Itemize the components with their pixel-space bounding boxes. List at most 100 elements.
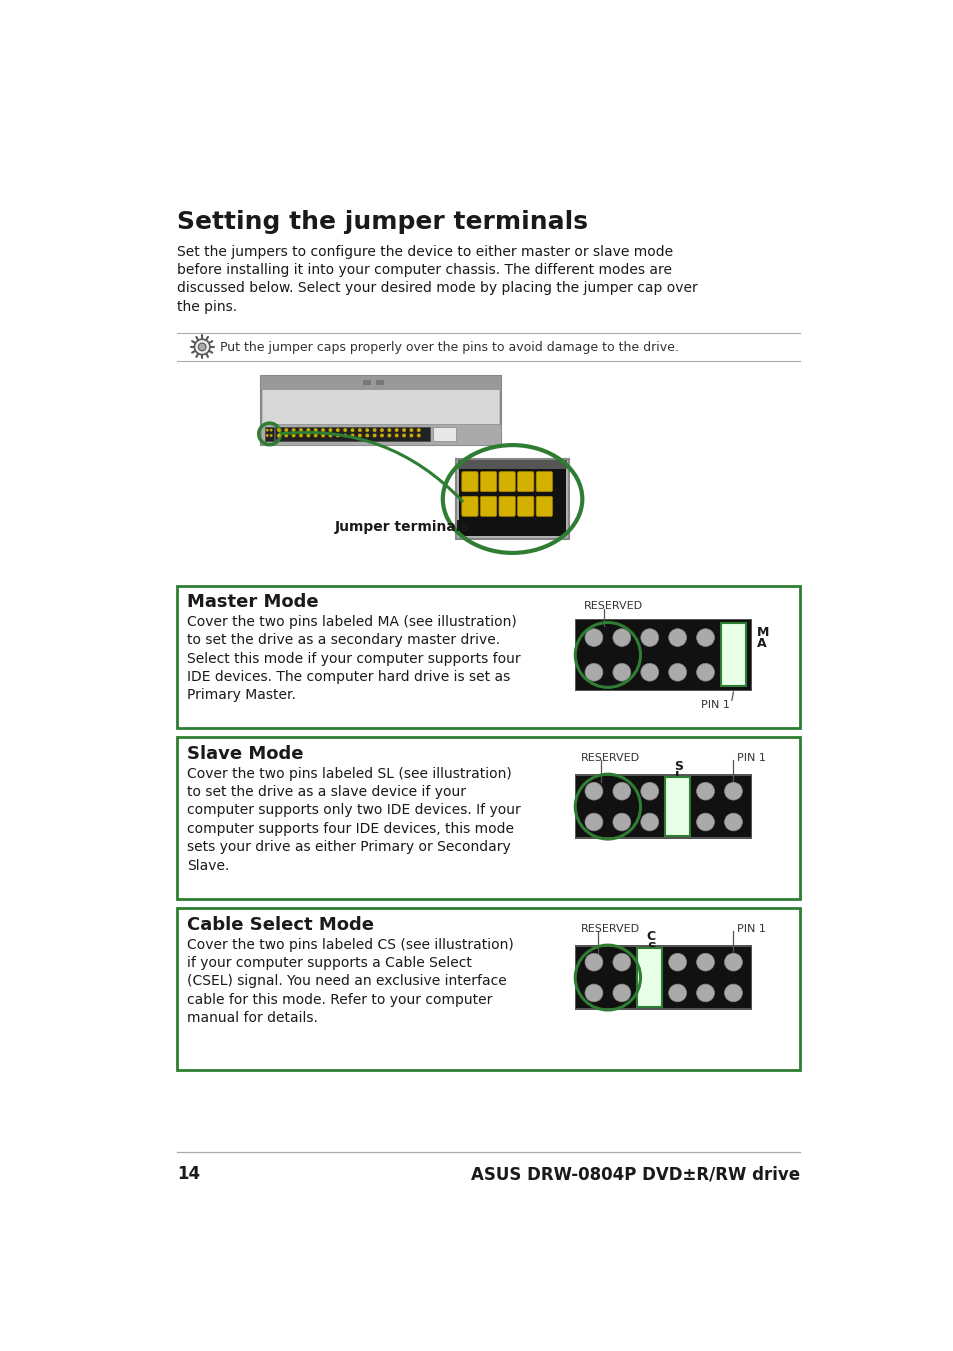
FancyBboxPatch shape — [575, 774, 752, 839]
Text: Setting the jumper terminals: Setting the jumper terminals — [177, 209, 588, 234]
Circle shape — [612, 782, 630, 800]
Text: S: S — [674, 761, 682, 773]
Circle shape — [612, 663, 630, 681]
FancyBboxPatch shape — [536, 471, 552, 492]
Circle shape — [266, 428, 269, 431]
Circle shape — [276, 428, 280, 432]
Circle shape — [387, 434, 391, 438]
Circle shape — [584, 782, 602, 800]
Circle shape — [668, 813, 686, 831]
FancyBboxPatch shape — [363, 380, 371, 385]
Circle shape — [292, 428, 295, 432]
FancyBboxPatch shape — [575, 946, 752, 1011]
Circle shape — [270, 434, 273, 436]
Circle shape — [723, 984, 741, 1002]
Circle shape — [198, 343, 206, 351]
Circle shape — [321, 428, 325, 432]
Circle shape — [365, 434, 369, 438]
Text: 14: 14 — [177, 1166, 200, 1183]
FancyBboxPatch shape — [263, 378, 498, 443]
FancyBboxPatch shape — [480, 496, 497, 516]
Circle shape — [306, 428, 310, 432]
Text: S: S — [646, 940, 655, 954]
Text: Cable Select Mode: Cable Select Mode — [187, 916, 374, 934]
Circle shape — [328, 428, 332, 432]
FancyBboxPatch shape — [498, 471, 515, 492]
Circle shape — [284, 434, 288, 438]
Circle shape — [612, 954, 630, 971]
Text: PIN 1: PIN 1 — [737, 753, 765, 763]
Circle shape — [194, 339, 210, 354]
Circle shape — [402, 434, 406, 438]
Circle shape — [373, 428, 376, 432]
Circle shape — [640, 663, 658, 681]
Circle shape — [584, 954, 602, 971]
Circle shape — [350, 428, 355, 432]
Circle shape — [584, 984, 602, 1002]
Text: Cover the two pins labeled CS (see illustration)
if your computer supports a Cab: Cover the two pins labeled CS (see illus… — [187, 938, 513, 1025]
FancyBboxPatch shape — [664, 777, 689, 836]
FancyBboxPatch shape — [498, 496, 515, 516]
Circle shape — [640, 984, 658, 1002]
FancyBboxPatch shape — [261, 376, 500, 390]
FancyBboxPatch shape — [461, 496, 477, 516]
Circle shape — [416, 434, 420, 438]
Text: Put the jumper caps properly over the pins to avoid damage to the drive.: Put the jumper caps properly over the pi… — [220, 340, 679, 354]
Text: C: C — [646, 929, 655, 943]
Text: PIN 1: PIN 1 — [737, 924, 765, 934]
Circle shape — [612, 984, 630, 1002]
Circle shape — [335, 428, 339, 432]
FancyBboxPatch shape — [456, 458, 568, 539]
Circle shape — [696, 782, 714, 800]
Circle shape — [584, 628, 602, 647]
Circle shape — [696, 984, 714, 1002]
FancyBboxPatch shape — [177, 585, 800, 728]
Circle shape — [668, 782, 686, 800]
Circle shape — [314, 434, 317, 438]
FancyBboxPatch shape — [637, 948, 661, 1006]
FancyBboxPatch shape — [261, 376, 500, 446]
FancyBboxPatch shape — [375, 380, 383, 385]
Circle shape — [416, 428, 420, 432]
Text: Cover the two pins labeled SL (see illustration)
to set the drive as a slave dev: Cover the two pins labeled SL (see illus… — [187, 766, 520, 873]
Circle shape — [668, 628, 686, 647]
Circle shape — [696, 954, 714, 971]
Circle shape — [723, 813, 741, 831]
Text: L: L — [674, 770, 681, 784]
Circle shape — [640, 813, 658, 831]
Text: Jumper terminals: Jumper terminals — [335, 520, 469, 534]
Text: PIN 1: PIN 1 — [700, 700, 729, 711]
Circle shape — [357, 428, 361, 432]
FancyBboxPatch shape — [461, 471, 477, 492]
Circle shape — [668, 984, 686, 1002]
FancyBboxPatch shape — [517, 496, 534, 516]
Circle shape — [270, 428, 273, 431]
FancyBboxPatch shape — [265, 427, 274, 440]
Circle shape — [402, 428, 406, 432]
Circle shape — [612, 813, 630, 831]
Circle shape — [640, 628, 658, 647]
Circle shape — [723, 628, 741, 647]
Text: Master Mode: Master Mode — [187, 593, 318, 611]
Circle shape — [409, 428, 413, 432]
FancyBboxPatch shape — [433, 427, 456, 440]
Circle shape — [612, 628, 630, 647]
Circle shape — [328, 434, 332, 438]
FancyBboxPatch shape — [517, 471, 534, 492]
FancyBboxPatch shape — [480, 471, 497, 492]
FancyBboxPatch shape — [575, 619, 752, 692]
Circle shape — [668, 663, 686, 681]
Circle shape — [276, 434, 280, 438]
Circle shape — [584, 813, 602, 831]
Circle shape — [298, 428, 303, 432]
Text: Cover the two pins labeled MA (see illustration)
to set the drive as a secondary: Cover the two pins labeled MA (see illus… — [187, 615, 519, 703]
Circle shape — [723, 663, 741, 681]
FancyBboxPatch shape — [459, 469, 565, 536]
FancyBboxPatch shape — [177, 908, 800, 1070]
Circle shape — [395, 428, 398, 432]
Circle shape — [373, 434, 376, 438]
FancyBboxPatch shape — [261, 424, 500, 446]
Text: RESERVED: RESERVED — [580, 924, 639, 934]
Text: M: M — [757, 626, 769, 639]
Circle shape — [321, 434, 325, 438]
